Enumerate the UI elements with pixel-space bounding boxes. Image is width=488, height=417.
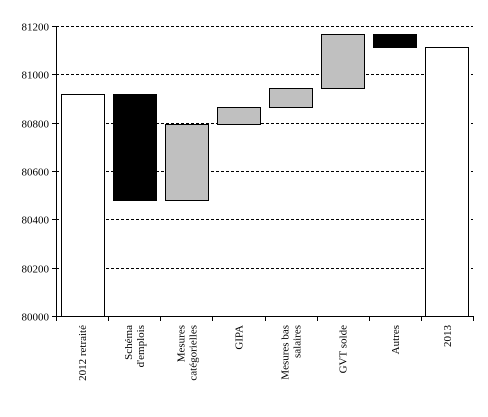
y-tick-label: 80600	[22, 167, 50, 179]
x-category-label: Mesures bas	[280, 325, 292, 380]
x-category-label: catégorielles	[187, 325, 199, 381]
label-layer: 2012 retraité Schéma d'emplois Mesures catég…	[77, 325, 454, 381]
bar-increase	[269, 88, 313, 108]
bar-total	[425, 47, 469, 317]
x-category-label: Autres	[390, 325, 402, 354]
x-category-label: 2012 retraité	[77, 325, 89, 381]
y-tick-label: 80800	[22, 119, 50, 131]
x-category-label: 2013	[442, 325, 454, 348]
bar-total	[61, 94, 105, 317]
x-category-label: Schéma	[123, 325, 135, 360]
x-category-label: d'emplois	[135, 325, 147, 367]
x-category-label: salaires	[292, 325, 304, 358]
y-tick-label: 80000	[22, 312, 50, 324]
bar-increase	[165, 124, 209, 201]
y-tick-label: 81200	[22, 22, 50, 34]
x-category-label: GVT solde	[338, 325, 350, 373]
x-category-label: GIPA	[233, 325, 245, 350]
y-tick-label: 81000	[22, 70, 50, 82]
bar-increase	[321, 34, 365, 89]
bar-decrease	[373, 34, 417, 48]
axis-layer: 80000 80200 80400 80600 80800 81000 81200	[22, 22, 474, 324]
bar-decrease	[113, 94, 157, 201]
y-tick-label: 80200	[22, 264, 50, 276]
bar-layer	[61, 34, 469, 317]
y-tick-label: 80400	[22, 215, 50, 227]
x-category-label: Mesures	[175, 325, 187, 362]
grid-layer	[56, 26, 473, 269]
bar-increase	[217, 107, 261, 125]
